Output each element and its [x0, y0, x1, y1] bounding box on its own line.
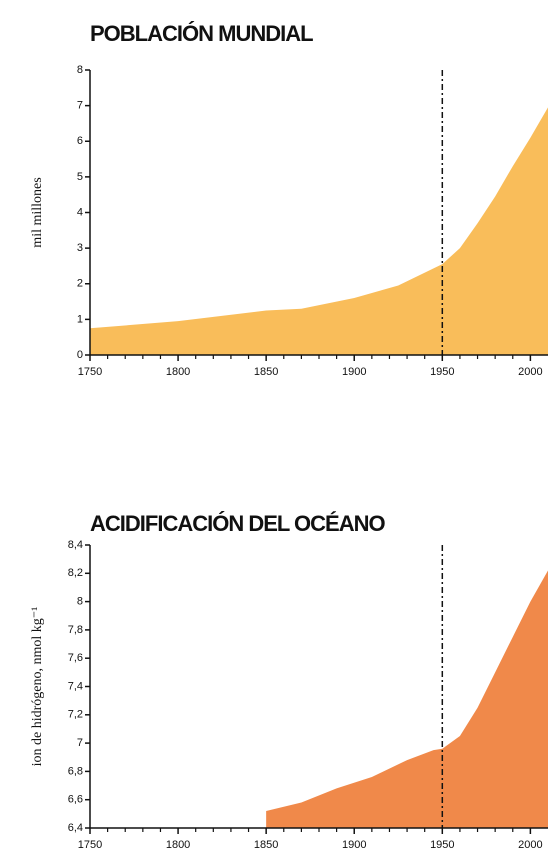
y-tick-label: 6,8: [68, 765, 83, 777]
y-axis-label: mil millones: [30, 177, 45, 247]
y-tick-label: 7,4: [68, 680, 83, 692]
x-tick-label: 1750: [78, 366, 102, 378]
area: [266, 570, 548, 828]
y-tick-label: 7,6: [68, 652, 83, 664]
x-tick-label: 1750: [78, 839, 102, 851]
y-axis-label: ion de hidrógeno, nmol kg⁻¹: [30, 607, 45, 767]
x-tick-label: 2000: [518, 839, 542, 851]
y-tick-label: 8,2: [68, 567, 83, 579]
y-tick-label: 7,8: [68, 624, 83, 636]
y-tick-label: 3: [77, 242, 83, 254]
x-tick-label: 1850: [254, 366, 278, 378]
y-tick-label: 1: [77, 313, 83, 325]
x-tick-label: 1900: [342, 366, 366, 378]
area: [90, 107, 548, 355]
chart-title: ACIDIFICACIÓN DEL OCÉANO: [90, 511, 385, 536]
y-tick-label: 7,2: [68, 709, 83, 721]
y-tick-label: 6: [77, 135, 83, 147]
x-tick-label: 1950: [430, 839, 454, 851]
chart-title: POBLACIÓN MUNDIAL: [90, 21, 313, 46]
y-tick-label: 0: [77, 349, 83, 361]
x-tick-label: 1800: [166, 839, 190, 851]
y-tick-label: 4: [77, 206, 83, 218]
x-tick-label: 1900: [342, 839, 366, 851]
x-tick-label: 2000: [518, 366, 542, 378]
x-tick-label: 1850: [254, 839, 278, 851]
y-tick-label: 2: [77, 278, 83, 290]
y-tick-label: 7: [77, 100, 83, 112]
x-tick-label: 1800: [166, 366, 190, 378]
y-tick-label: 8,4: [68, 539, 83, 551]
y-tick-label: 8: [77, 64, 83, 76]
y-tick-label: 8: [77, 596, 83, 608]
y-tick-label: 7: [77, 737, 83, 749]
y-tick-label: 6,6: [68, 794, 83, 806]
y-tick-label: 6,4: [68, 822, 83, 834]
x-tick-label: 1950: [430, 366, 454, 378]
y-tick-label: 5: [77, 171, 83, 183]
